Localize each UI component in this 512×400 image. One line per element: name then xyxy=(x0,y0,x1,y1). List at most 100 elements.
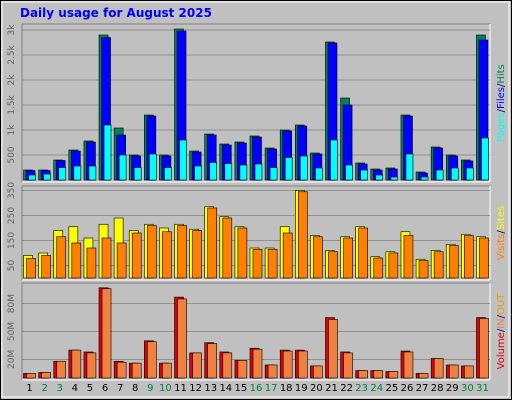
bar xyxy=(86,352,97,379)
legend-entry: OUT xyxy=(496,293,507,315)
bar xyxy=(147,341,157,379)
x-tick-label: 27 xyxy=(416,383,429,394)
bar xyxy=(209,162,218,181)
bar xyxy=(73,165,82,181)
bar xyxy=(373,370,384,379)
legend: Volume/IN/OUT xyxy=(496,293,507,370)
bar xyxy=(479,318,489,379)
bar xyxy=(299,155,308,181)
bar xyxy=(26,373,36,379)
bar xyxy=(118,154,127,181)
bar xyxy=(254,163,263,181)
legend-entry: Files xyxy=(496,87,507,109)
bar xyxy=(56,236,67,279)
bar xyxy=(149,153,157,181)
x-tick-label: 28 xyxy=(431,383,444,394)
bar xyxy=(101,237,112,279)
legend-entry: Visits xyxy=(496,234,507,261)
bar xyxy=(360,169,368,181)
legend-separator: / xyxy=(496,108,507,112)
x-tick-label: 22 xyxy=(340,383,353,394)
bar xyxy=(239,164,248,181)
bar xyxy=(420,176,429,181)
bar xyxy=(237,227,248,279)
bar xyxy=(71,349,82,379)
bar xyxy=(297,350,308,379)
x-tick-label: 23 xyxy=(355,383,368,394)
bar xyxy=(448,245,459,279)
x-tick-label: 9 xyxy=(147,383,153,394)
bar xyxy=(388,252,399,279)
bar xyxy=(403,235,414,279)
legend-entry: Pages xyxy=(496,112,507,141)
bar xyxy=(375,174,384,181)
legend-separator: / xyxy=(496,314,507,318)
bar xyxy=(162,362,172,379)
y-tick-label: 50 xyxy=(7,260,17,272)
bar xyxy=(133,167,142,181)
legend: Pages/Files/Hits xyxy=(496,64,507,142)
bar xyxy=(177,225,187,279)
bar xyxy=(297,191,308,279)
bar xyxy=(147,225,157,279)
legend-entry: Volume xyxy=(496,332,507,369)
y-tick-label: 2.5k xyxy=(7,44,17,64)
x-tick-label: 17 xyxy=(265,383,278,394)
bar xyxy=(116,242,127,279)
y-tick-label: 250 xyxy=(7,207,17,224)
y-tick-label: 1.5k xyxy=(7,94,17,114)
y-tick-label: 350 xyxy=(7,182,17,199)
legend-separator: / xyxy=(496,83,507,87)
legend-entry: IN xyxy=(496,318,507,328)
x-tick-label: 26 xyxy=(401,383,414,394)
x-tick-label: 11 xyxy=(174,383,187,394)
bar xyxy=(224,163,233,181)
bar xyxy=(358,227,368,279)
x-tick-label: 8 xyxy=(132,383,138,394)
bar xyxy=(86,247,97,279)
bar xyxy=(41,372,51,379)
x-tick-label: 14 xyxy=(219,383,232,394)
bar xyxy=(237,360,248,379)
bar xyxy=(43,173,51,181)
x-tick-label: 21 xyxy=(325,383,338,394)
x-tick-label: 5 xyxy=(87,383,93,394)
x-tick-label: 29 xyxy=(446,383,459,394)
legend-separator: / xyxy=(496,328,507,332)
legend-separator: / xyxy=(496,230,507,234)
bar xyxy=(418,260,429,279)
bar xyxy=(101,288,112,379)
bar xyxy=(284,157,293,181)
bar xyxy=(222,352,233,379)
bar xyxy=(192,230,202,279)
x-tick-label: 2 xyxy=(41,383,47,394)
bar xyxy=(192,352,202,379)
bar xyxy=(433,251,444,279)
bar xyxy=(464,365,474,379)
bar xyxy=(403,351,414,379)
bar xyxy=(358,370,368,379)
bar xyxy=(328,319,338,379)
chart-title: Daily usage for August 2025 xyxy=(20,6,212,20)
x-tick-label: 24 xyxy=(370,383,383,394)
y-tick-label: 50M xyxy=(7,322,17,341)
x-tick-label: 4 xyxy=(72,383,78,394)
bar xyxy=(373,257,384,279)
bar xyxy=(405,153,414,181)
bar xyxy=(177,298,187,379)
bar xyxy=(448,364,459,379)
bar xyxy=(479,237,489,279)
bar xyxy=(282,232,293,279)
y-tick-label: 20M xyxy=(7,350,17,369)
bar xyxy=(131,362,142,379)
bar xyxy=(315,167,323,181)
bar xyxy=(131,232,142,279)
bar xyxy=(450,167,459,181)
bar xyxy=(41,255,51,279)
bar xyxy=(58,167,67,181)
x-tick-label: 13 xyxy=(204,383,217,394)
x-tick-label: 10 xyxy=(159,383,172,394)
x-tick-label: 1 xyxy=(26,383,32,394)
